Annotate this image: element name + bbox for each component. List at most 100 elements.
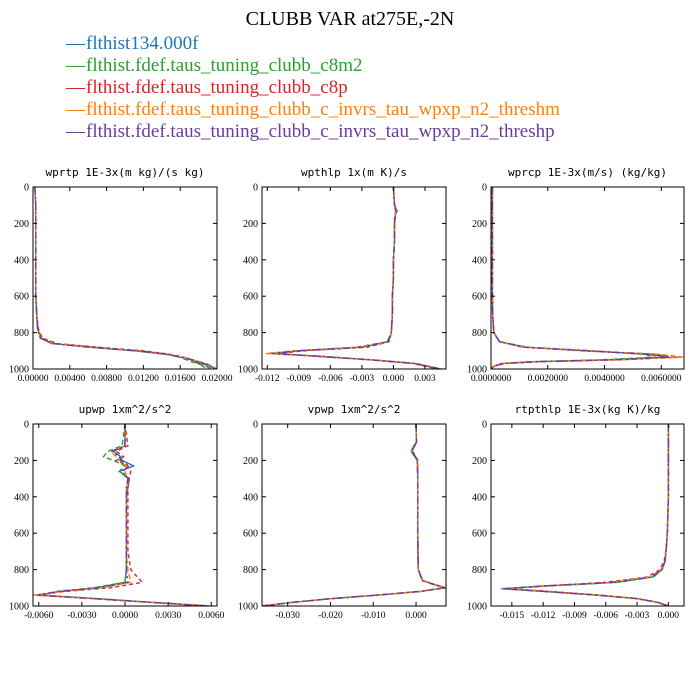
legend-entry: —flthist.fdef.taus_tuning_clubb_c8p bbox=[66, 77, 560, 99]
series-line bbox=[491, 187, 684, 369]
legend-entry: —flthist.fdef.taus_tuning_clubb_c_invrs_… bbox=[66, 99, 560, 121]
plot-frame bbox=[32, 186, 218, 370]
y-tick-label: 800 bbox=[472, 565, 487, 576]
y-tick-label: 0 bbox=[253, 420, 258, 431]
panel-title: wprcp 1E-3x(m/s) (kg/kg) bbox=[508, 166, 667, 179]
series-line bbox=[34, 187, 213, 369]
x-tick-label: -0.015 bbox=[500, 611, 525, 621]
plot-frame bbox=[490, 186, 685, 370]
series-line bbox=[503, 424, 670, 606]
x-tick-label: 0.000 bbox=[658, 611, 680, 621]
x-tick-label: 0.000 bbox=[383, 374, 405, 384]
legend-line-icon: — bbox=[66, 33, 85, 54]
legend-entry: —flthist134.000f bbox=[66, 33, 560, 55]
series-line bbox=[262, 424, 446, 606]
y-tick-label: 800 bbox=[243, 328, 258, 339]
y-tick-label: 400 bbox=[243, 492, 258, 503]
y-tick-label: 800 bbox=[243, 565, 258, 576]
y-tick-label: 1000 bbox=[238, 365, 258, 376]
legend-label: flthist134.000f bbox=[86, 33, 199, 54]
y-tick-label: 600 bbox=[243, 529, 258, 540]
x-tick-label: 0.00800 bbox=[91, 374, 122, 384]
chart-panel: vpwp 1xm^2/s^2 0 200 400 600 800 1000 -0.030 -0.… bbox=[238, 403, 447, 621]
x-tick-label: 0.0060 bbox=[198, 611, 224, 621]
y-tick-label: 1000 bbox=[467, 602, 487, 613]
y-tick-label: 200 bbox=[472, 456, 487, 467]
legend-label: flthist.fdef.taus_tuning_clubb_c_invrs_t… bbox=[86, 121, 555, 142]
chart-panel: rtpthlp 1E-3x(kg K)/kg 0 200 400 600 800 1000 -… bbox=[467, 403, 685, 621]
y-tick-label: 0 bbox=[253, 183, 258, 194]
series-line bbox=[35, 424, 212, 606]
x-tick-label: 0.000 bbox=[405, 611, 427, 621]
legend-entry: —flthist.fdef.taus_tuning_clubb_c_invrs_… bbox=[66, 121, 560, 143]
series-line bbox=[272, 187, 441, 369]
y-tick-label: 800 bbox=[14, 565, 29, 576]
x-tick-label: -0.0030 bbox=[67, 611, 97, 621]
x-tick-label: 0.0030 bbox=[155, 611, 181, 621]
panel-title: wpthlp 1x(m K)/s bbox=[301, 166, 407, 179]
x-tick-label: -0.009 bbox=[287, 374, 312, 384]
x-tick-label: -0.006 bbox=[318, 374, 343, 384]
series-line bbox=[265, 187, 442, 369]
plot-frame bbox=[261, 423, 447, 607]
panel-title: wprtp 1E-3x(m kg)/(s kg) bbox=[46, 166, 205, 179]
y-tick-label: 400 bbox=[243, 255, 258, 266]
series-line bbox=[34, 187, 207, 369]
legend-label: flthist.fdef.taus_tuning_clubb_c8p bbox=[86, 77, 348, 98]
legend-label: flthist.fdef.taus_tuning_clubb_c_invrs_t… bbox=[86, 99, 560, 120]
series-line bbox=[262, 424, 445, 606]
y-tick-label: 1000 bbox=[238, 602, 258, 613]
chart-panel: wpthlp 1x(m K)/s02004006008001000-0.012-… bbox=[238, 166, 447, 384]
series-line bbox=[37, 424, 209, 606]
series-line bbox=[34, 187, 216, 369]
y-tick-label: 0 bbox=[482, 183, 487, 194]
y-tick-label: 600 bbox=[14, 529, 29, 540]
series-line bbox=[41, 424, 205, 606]
panel-title: vpwp 1xm^2/s^2 bbox=[308, 403, 401, 416]
y-tick-label: 200 bbox=[14, 219, 29, 230]
plot-frame bbox=[490, 423, 685, 607]
series-line bbox=[491, 187, 668, 369]
series-line bbox=[34, 187, 217, 369]
legend-line-icon: — bbox=[66, 99, 85, 120]
y-tick-label: 200 bbox=[472, 219, 487, 230]
x-tick-label: -0.003 bbox=[625, 611, 650, 621]
x-tick-label: 0.02000 bbox=[202, 374, 233, 384]
y-tick-label: 400 bbox=[472, 492, 487, 503]
legend-line-icon: — bbox=[66, 55, 85, 76]
x-tick-label: -0.003 bbox=[350, 374, 375, 384]
chart-panel: upwp 1xm^2/s^2 0 200 400 600 800 1000-0.0060 -0… bbox=[9, 403, 225, 621]
y-tick-label: 0 bbox=[24, 183, 29, 194]
chart-panel: wprcp 1E-3x(m/s) (kg/kg) 0 200 400 600 800 100… bbox=[467, 166, 685, 384]
legend-label: flthist.fdef.taus_tuning_clubb_c8m2 bbox=[86, 55, 363, 76]
y-tick-label: 600 bbox=[472, 529, 487, 540]
y-tick-label: 400 bbox=[14, 255, 29, 266]
y-tick-label: 1000 bbox=[9, 602, 29, 613]
series-line bbox=[491, 187, 679, 369]
y-tick-label: 600 bbox=[472, 292, 487, 303]
x-tick-label: -0.006 bbox=[593, 611, 618, 621]
y-tick-label: 400 bbox=[472, 255, 487, 266]
series-line bbox=[34, 187, 217, 369]
x-tick-label: 0.0060000 bbox=[641, 374, 682, 384]
y-tick-label: 1000 bbox=[467, 365, 487, 376]
x-tick-label: -0.010 bbox=[361, 611, 386, 621]
panel-title: upwp 1xm^2/s^2 bbox=[79, 403, 172, 416]
y-tick-label: 800 bbox=[472, 328, 487, 339]
y-tick-label: 0 bbox=[24, 420, 29, 431]
y-tick-label: 400 bbox=[14, 492, 29, 503]
x-tick-label: 0.00000 bbox=[18, 374, 49, 384]
y-tick-label: 600 bbox=[243, 292, 258, 303]
plot-frame bbox=[261, 186, 447, 370]
panel-title: rtpthlp 1E-3x(kg K)/kg bbox=[515, 403, 661, 416]
legend-line-icon: — bbox=[66, 77, 85, 98]
x-tick-label: -0.0060 bbox=[24, 611, 54, 621]
legend-entry: —flthist.fdef.taus_tuning_clubb_c8m2 bbox=[66, 55, 560, 77]
series-line bbox=[277, 187, 438, 369]
y-tick-label: 0 bbox=[482, 420, 487, 431]
x-tick-label: 0.0040000 bbox=[584, 374, 625, 384]
y-tick-label: 800 bbox=[14, 328, 29, 339]
y-tick-label: 1000 bbox=[9, 365, 29, 376]
x-tick-label: 0.0000000 bbox=[471, 374, 512, 384]
